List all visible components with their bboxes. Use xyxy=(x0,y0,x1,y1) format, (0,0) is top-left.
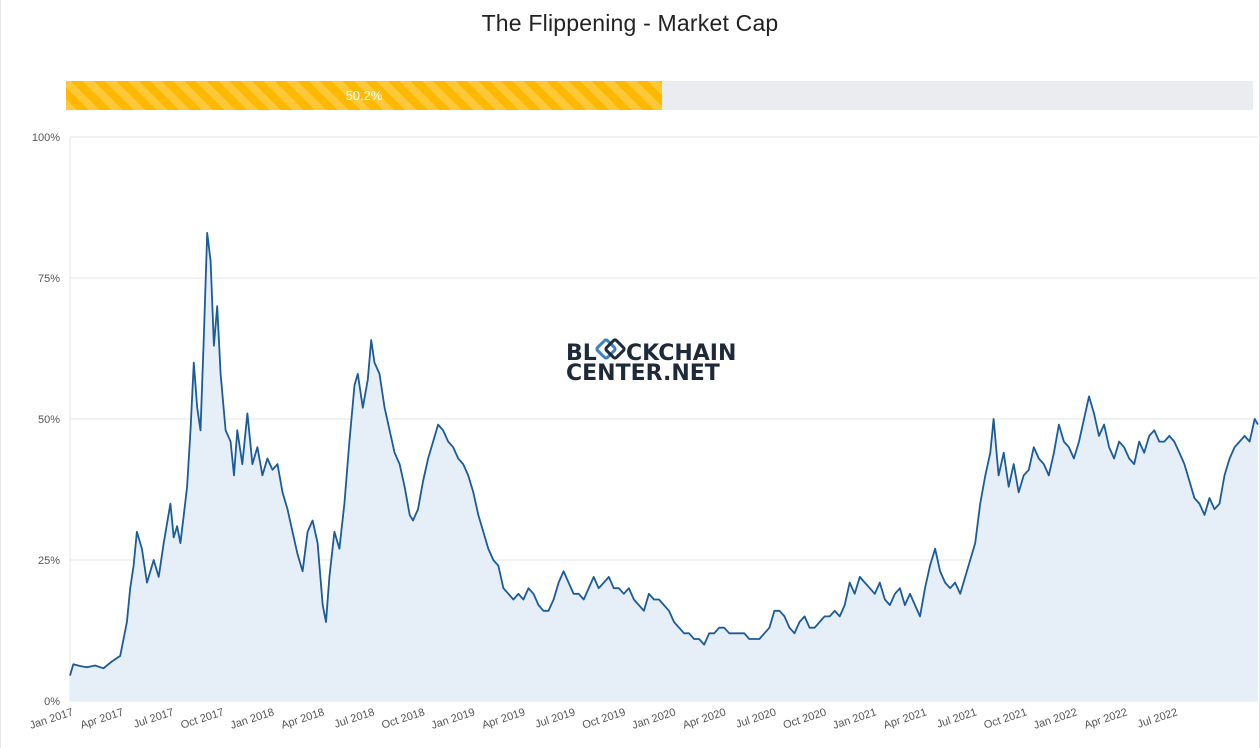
y-tick-label: 25% xyxy=(38,555,60,567)
x-tick-label: Apr 2021 xyxy=(882,706,928,731)
x-tick-label: Oct 2021 xyxy=(982,706,1028,731)
x-tick-label: Jan 2018 xyxy=(229,706,276,731)
x-tick-label: Jan 2019 xyxy=(430,706,477,731)
x-tick-label: Apr 2020 xyxy=(681,706,727,731)
chart-title: The Flippening - Market Cap xyxy=(481,10,779,36)
watermark-chain-icon xyxy=(595,338,626,360)
x-tick-label: Jan 2022 xyxy=(1032,706,1079,731)
blockchaincenter-watermark: BL CKCHAIN CENTER.NET xyxy=(566,338,736,386)
watermark-text-center-net: CENTER.NET xyxy=(566,361,720,386)
x-axis-ticks: Jan 2017 Apr 2017 Jul 2017 Oct 2017 Jan 2018… xyxy=(28,706,1179,731)
x-tick-label: Oct 2017 xyxy=(179,706,225,731)
x-tick-label: Jul 2021 xyxy=(935,706,978,730)
x-tick-label: Apr 2022 xyxy=(1083,706,1129,731)
flippening-progress-label: 50,2% xyxy=(345,88,383,103)
y-tick-label: 75% xyxy=(38,273,60,285)
x-tick-label: Jul 2019 xyxy=(534,706,577,730)
y-axis-ticks: 0% 25% 50% 75% 100% xyxy=(32,132,60,708)
watermark-text-bl: BL xyxy=(566,341,597,366)
y-tick-label: 100% xyxy=(32,132,60,144)
x-tick-label: Oct 2019 xyxy=(581,706,627,731)
x-tick-label: Apr 2017 xyxy=(79,706,125,731)
x-tick-label: Jan 2017 xyxy=(28,706,75,731)
x-tick-label: Jan 2020 xyxy=(631,706,678,731)
y-tick-label: 50% xyxy=(38,414,60,426)
x-tick-label: Oct 2020 xyxy=(782,706,828,731)
x-tick-label: Jul 2020 xyxy=(734,706,777,730)
y-tick-label: 0% xyxy=(44,696,60,708)
x-tick-label: Apr 2019 xyxy=(481,706,527,731)
series-line xyxy=(69,232,1259,676)
flippening-progress-bar: 50,2% xyxy=(66,81,1253,110)
x-tick-label: Jul 2018 xyxy=(333,706,376,730)
x-tick-label: Apr 2018 xyxy=(280,706,326,731)
frame-left-border xyxy=(0,0,1,748)
market-cap-area-chart: 0% 25% 50% 75% 100% BL CKCHAIN CENTER.NET Ja… xyxy=(28,132,1259,732)
flippening-progress-fill xyxy=(66,81,662,110)
series-area-fill xyxy=(70,232,1258,701)
x-tick-label: Oct 2018 xyxy=(380,706,426,731)
x-tick-label: Jul 2017 xyxy=(132,706,175,730)
x-tick-label: Jul 2022 xyxy=(1136,706,1179,730)
x-tick-label: Jan 2021 xyxy=(831,706,878,731)
watermark-text-kchain: CKCHAIN xyxy=(626,341,736,366)
